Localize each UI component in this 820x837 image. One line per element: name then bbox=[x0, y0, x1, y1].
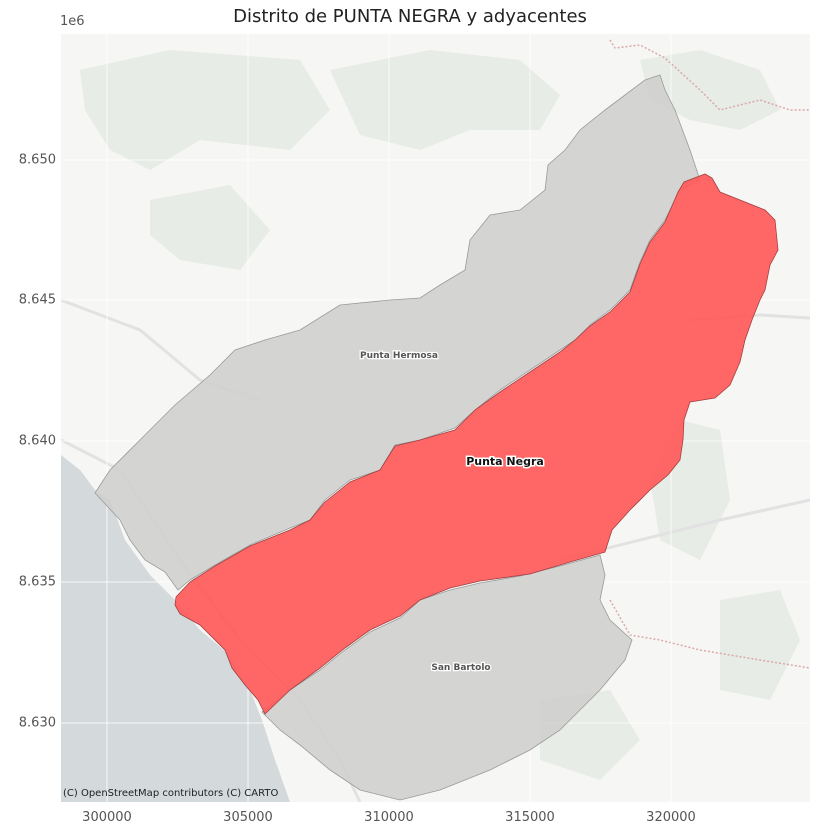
y-tick-label: 8.630 bbox=[18, 715, 56, 731]
label-punta-negra: Punta Negra bbox=[466, 455, 544, 468]
x-tick-label: 315000 bbox=[505, 810, 555, 825]
sea-area bbox=[61, 455, 290, 802]
y-tick-label: 8.640 bbox=[18, 433, 56, 449]
x-tick-label: 300000 bbox=[82, 810, 132, 825]
boundary-line bbox=[609, 39, 810, 111]
y-tick-label: 8.635 bbox=[18, 574, 56, 590]
x-tick-label: 320000 bbox=[646, 810, 696, 825]
map-title: Distrito de PUNTA NEGRA y adyacentes bbox=[233, 6, 587, 27]
label-san-bartolo: San Bartolo bbox=[431, 663, 490, 673]
x-tick-label: 310000 bbox=[364, 810, 414, 825]
district-punta-negra[interactable] bbox=[174, 173, 779, 715]
map-canvas[interactable]: Punta Hermosa Punta Negra San Bartolo bbox=[61, 34, 810, 802]
x-tick-label: 305000 bbox=[223, 810, 273, 825]
label-punta-hermosa: Punta Hermosa bbox=[360, 351, 438, 361]
district-san-bartolo[interactable] bbox=[261, 554, 633, 801]
boundary-line bbox=[609, 599, 810, 669]
y-tick-label: 8.650 bbox=[18, 152, 56, 168]
y-tick-label: 8.645 bbox=[18, 292, 56, 308]
y-axis-multiplier: 1e6 bbox=[60, 14, 85, 29]
map-attribution: (C) OpenStreetMap contributors (C) CARTO bbox=[63, 788, 279, 799]
